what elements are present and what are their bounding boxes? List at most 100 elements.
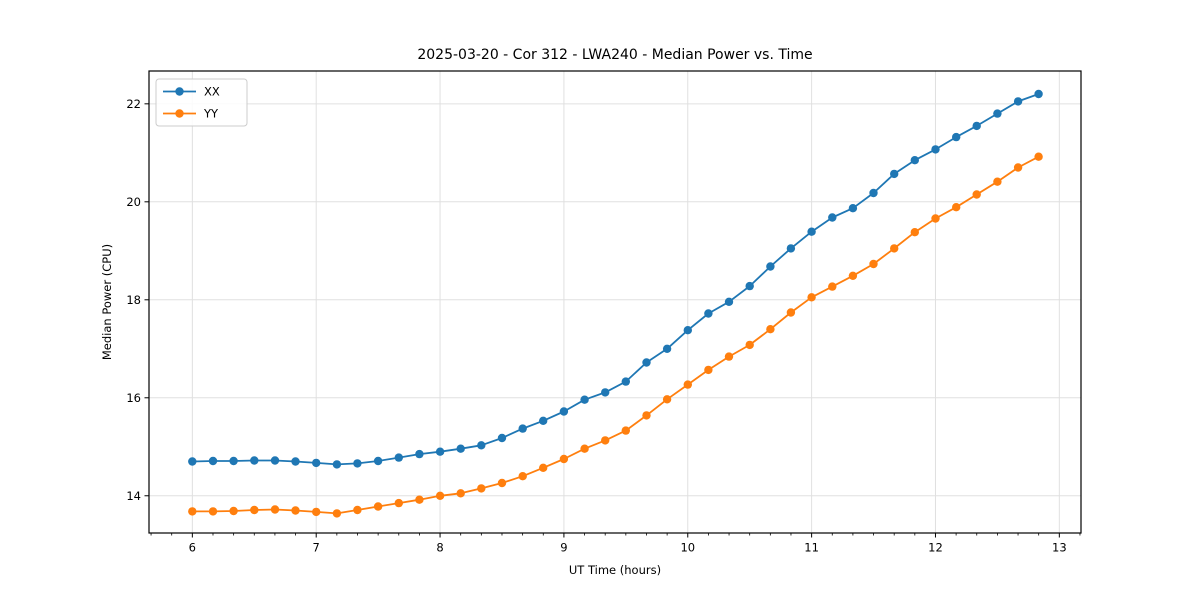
data-point-yy <box>394 498 403 508</box>
data-point-xx <box>621 377 630 386</box>
series-line-yy <box>192 155 1040 515</box>
data-point-xx <box>539 416 548 425</box>
x-tick-label: 10 <box>680 541 695 555</box>
data-point-xx <box>642 358 651 367</box>
data-point-xx <box>477 441 486 450</box>
data-point-yy <box>435 491 445 500</box>
legend-marker <box>175 109 184 118</box>
data-point-xx <box>394 453 403 462</box>
data-point-yy <box>229 506 238 516</box>
y-axis-label: Median Power (CPU) <box>100 244 114 360</box>
data-point-yy <box>1034 152 1043 161</box>
data-point-yy <box>745 340 754 350</box>
legend-marker <box>175 87 184 96</box>
data-point-xx <box>188 457 197 466</box>
data-point-yy <box>518 472 527 481</box>
data-point-xx <box>910 156 919 165</box>
data-point-xx <box>890 169 899 179</box>
data-point-yy <box>766 325 775 334</box>
data-point-xx <box>1013 97 1023 106</box>
data-point-xx <box>373 456 383 466</box>
data-point-xx <box>704 309 713 318</box>
data-point-yy <box>601 436 610 445</box>
data-point-xx <box>662 344 672 353</box>
data-point-xx <box>312 458 321 468</box>
data-point-yy <box>972 190 981 199</box>
data-point-yy <box>786 308 796 317</box>
data-point-xx <box>724 297 734 306</box>
data-point-yy <box>1013 163 1023 172</box>
data-point-xx <box>869 188 878 198</box>
data-point-yy <box>497 478 507 488</box>
data-point-xx <box>1034 89 1043 99</box>
data-point-yy <box>828 282 837 291</box>
legend-label-xx: XX <box>204 85 220 99</box>
chart-title: 2025-03-20 - Cor 312 - LWA240 - Median P… <box>417 47 812 63</box>
plot-border <box>148 70 1082 534</box>
data-point-xx <box>766 262 775 271</box>
data-point-yy <box>332 509 342 518</box>
x-tick-label: 8 <box>436 541 443 555</box>
data-point-yy <box>621 426 630 435</box>
data-point-xx <box>683 326 692 335</box>
data-point-yy <box>807 293 816 302</box>
data-point-yy <box>539 463 548 472</box>
x-axis-label: UT Time (hours) <box>569 563 661 577</box>
data-point-xx <box>952 132 961 142</box>
series-line-xx <box>192 93 1039 466</box>
data-point-yy <box>662 395 672 404</box>
x-tick-label: 7 <box>313 541 320 555</box>
data-point-xx <box>518 424 527 433</box>
data-point-yy <box>312 507 321 517</box>
data-point-yy <box>704 365 713 375</box>
data-point-yy <box>291 506 300 515</box>
data-point-xx <box>786 244 796 253</box>
data-point-xx <box>580 395 589 404</box>
data-point-yy <box>910 228 919 237</box>
data-point-xx <box>229 456 238 466</box>
x-tick-label: 13 <box>1052 541 1067 555</box>
x-tick-label: 12 <box>928 541 943 555</box>
y-tick-label: 18 <box>126 293 141 307</box>
data-point-yy <box>270 505 280 514</box>
y-tick-label: 14 <box>126 489 141 503</box>
legend-box <box>155 78 248 127</box>
data-point-yy <box>208 507 218 516</box>
data-point-xx <box>807 227 816 236</box>
data-point-yy <box>683 380 692 389</box>
data-point-yy <box>993 177 1002 186</box>
x-tick-label: 6 <box>189 541 196 555</box>
data-point-xx <box>601 388 610 397</box>
data-point-yy <box>724 352 734 361</box>
data-point-yy <box>952 203 961 212</box>
data-point-yy <box>250 505 259 515</box>
y-tick-label: 16 <box>126 391 141 405</box>
data-point-xx <box>415 449 424 459</box>
data-point-yy <box>869 259 878 269</box>
data-point-xx <box>291 457 300 466</box>
data-point-yy <box>848 271 858 280</box>
data-point-xx <box>435 447 445 456</box>
legend: XX YY <box>155 78 248 127</box>
data-point-xx <box>456 444 465 453</box>
data-point-yy <box>373 502 383 511</box>
data-point-xx <box>993 109 1002 118</box>
data-point-xx <box>208 456 218 466</box>
data-point-xx <box>848 204 858 213</box>
legend-label-yy: YY <box>203 107 219 121</box>
data-point-xx <box>497 433 507 443</box>
data-point-yy <box>559 454 569 464</box>
data-point-xx <box>332 460 342 469</box>
x-tick-label: 11 <box>804 541 819 555</box>
data-point-xx <box>972 121 981 131</box>
data-point-yy <box>415 495 424 504</box>
data-point-yy <box>890 244 899 253</box>
data-point-yy <box>477 484 486 493</box>
data-point-yy <box>931 214 940 223</box>
y-tick-label: 22 <box>126 97 141 111</box>
x-tick-label: 9 <box>560 541 567 555</box>
data-point-xx <box>250 456 259 465</box>
data-point-xx <box>931 145 940 154</box>
data-point-xx <box>559 407 569 416</box>
